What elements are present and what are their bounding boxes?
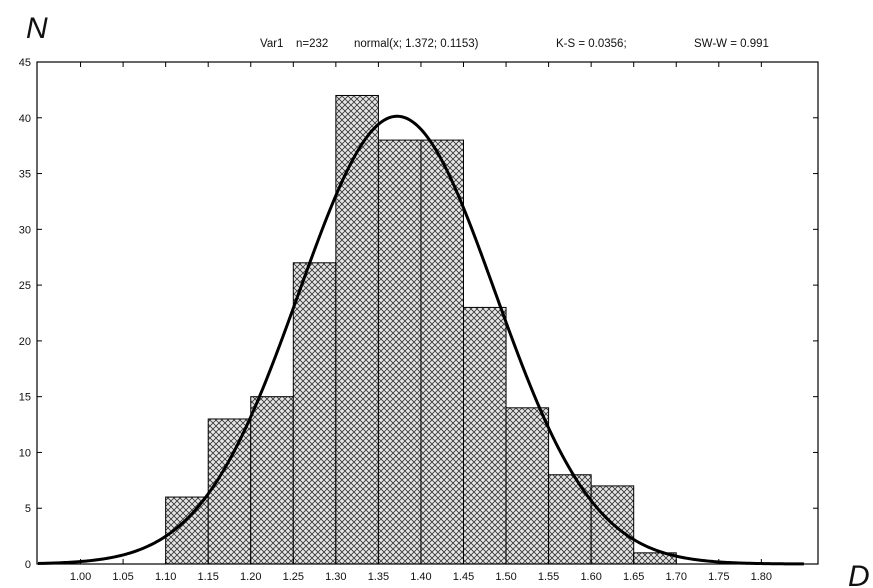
histogram-bar	[207, 418, 252, 565]
histogram-bar	[463, 306, 507, 565]
y-tick-label: 35	[19, 169, 31, 181]
header-variable: Var1	[260, 38, 283, 50]
y-tick-label: 25	[19, 280, 31, 292]
y-tick-label: 20	[19, 336, 31, 348]
x-tick-label: 1.35	[368, 571, 389, 583]
histogram-bar	[377, 139, 422, 565]
x-tick-label: 1.75	[708, 571, 729, 583]
x-tick-label: 1.70	[666, 571, 687, 583]
histogram-bar	[505, 407, 550, 565]
x-tick-label: 1.80	[751, 571, 772, 583]
histogram-bar	[250, 396, 294, 565]
x-tick-label: 1.05	[112, 571, 133, 583]
x-tick-label: 1.60	[580, 571, 601, 583]
x-tick-label: 1.15	[197, 571, 218, 583]
y-tick-label: 0	[25, 559, 31, 571]
header-ks: K-S = 0.0356;	[556, 38, 627, 50]
plot-frame	[36, 61, 819, 565]
y-axis-title: N	[26, 12, 48, 45]
x-tick-label: 1.40	[410, 571, 431, 583]
histogram-bar	[548, 474, 592, 565]
x-tick-label: 1.65	[623, 571, 644, 583]
header-sw: SW-W = 0.991	[694, 38, 769, 50]
header-n: n=232	[296, 38, 328, 50]
normal-fit-curve	[37, 114, 804, 566]
x-tick-label: 1.55	[538, 571, 559, 583]
x-tick-label: 1.45	[453, 571, 474, 583]
x-tick-label: 1.20	[240, 571, 261, 583]
y-tick-label: 10	[19, 447, 31, 459]
histogram-bar	[420, 139, 465, 565]
histogram-bar	[335, 94, 379, 565]
x-tick-label: 1.00	[70, 571, 91, 583]
header-fit: normal(x; 1.372; 0.1153)	[354, 38, 479, 50]
x-tick-label: 1.10	[155, 571, 176, 583]
y-tick-label: 15	[19, 392, 31, 404]
x-tick-label: 1.50	[495, 571, 516, 583]
y-tick-label: 45	[19, 57, 31, 69]
x-tick-label: 1.30	[325, 571, 346, 583]
histogram-bar	[292, 262, 337, 565]
bars-layer	[165, 94, 677, 565]
y-tick-label: 40	[19, 113, 31, 125]
x-axis-title: D	[848, 560, 870, 588]
y-tick-label: 30	[19, 224, 31, 236]
curve-layer	[37, 114, 804, 566]
x-tick-label: 1.25	[283, 571, 304, 583]
y-tick-label: 5	[25, 503, 31, 515]
axes-layer: 0 5 10 15 20 25 30 35 40 45 1.00 1.05 1.10 1.15 1.20 1.…	[19, 57, 818, 583]
